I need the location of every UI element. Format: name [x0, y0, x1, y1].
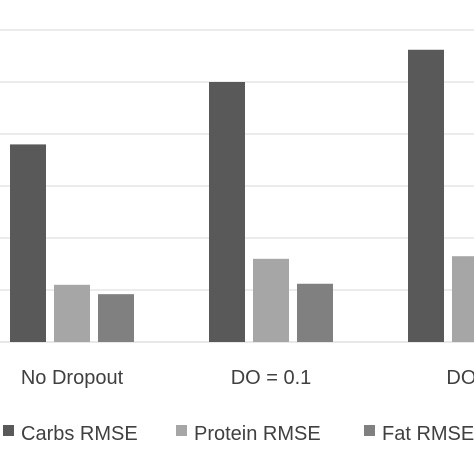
legend-swatch: [364, 425, 375, 436]
category-labels: No Dropout DO = 0.1 DO =: [21, 367, 474, 389]
legend: Carbs RMSE Protein RMSE Fat RMSE: [3, 423, 474, 445]
bar-carbs-rmse: [209, 82, 245, 342]
category-label: DO = 0.1: [231, 367, 312, 389]
category-label: No Dropout: [21, 367, 124, 389]
legend-label: Carbs RMSE: [21, 423, 138, 445]
bar-protein-rmse: [452, 256, 474, 342]
bar-carbs-rmse: [10, 144, 46, 342]
legend-swatch: [3, 425, 14, 436]
legend-label: Protein RMSE: [194, 423, 321, 445]
legend-label: Fat RMSE: [382, 423, 474, 445]
bar-protein-rmse: [253, 258, 289, 342]
bar-fat-rmse: [98, 294, 134, 342]
category-label: DO =: [446, 367, 474, 389]
bar-protein-rmse: [54, 284, 90, 342]
bar-fat-rmse: [297, 283, 333, 342]
legend-swatch: [176, 425, 187, 436]
bar-carbs-rmse: [408, 49, 444, 342]
bars: [10, 49, 474, 342]
